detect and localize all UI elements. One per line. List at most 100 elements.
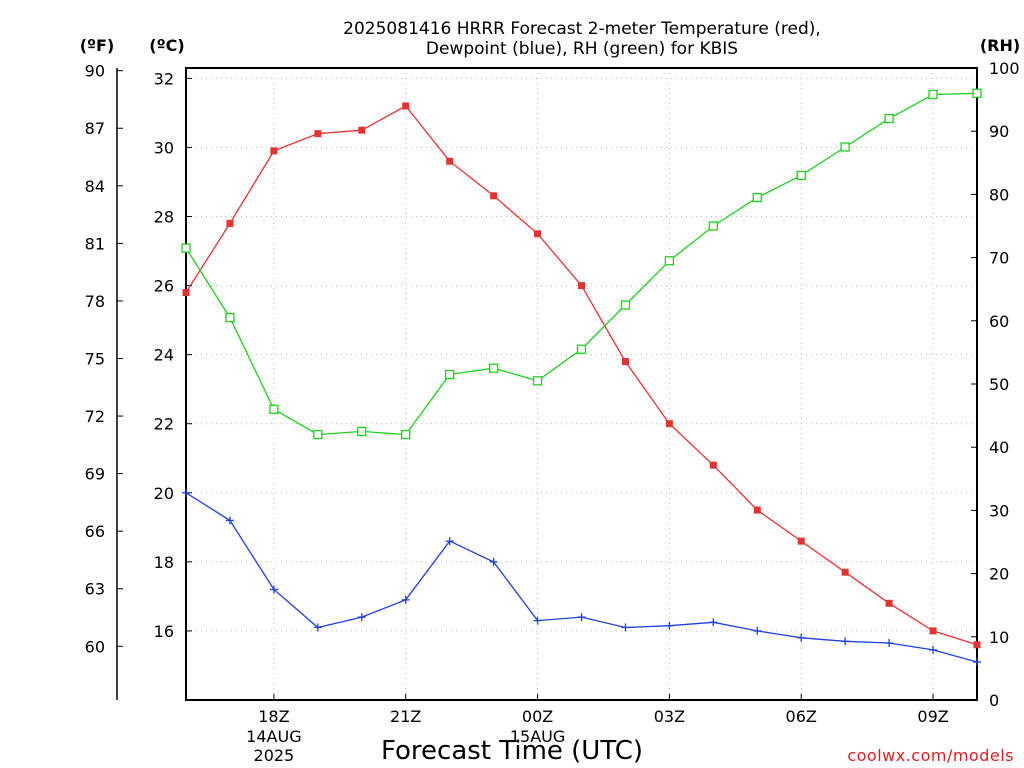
rh-point bbox=[884, 113, 894, 124]
rh-point bbox=[972, 88, 982, 98]
temperature-point bbox=[973, 641, 981, 649]
celsius-tick-label: 32 bbox=[154, 69, 174, 88]
x-tick-year-label: 2025 bbox=[254, 746, 295, 765]
celsius-tick-label: 22 bbox=[154, 415, 174, 434]
temperature-point bbox=[885, 599, 893, 607]
temperature-point bbox=[490, 192, 498, 200]
rh-tick-label: 40 bbox=[989, 438, 1009, 457]
rh-point bbox=[708, 221, 718, 231]
x-tick-label: 18Z bbox=[258, 707, 289, 726]
dewpoint-series bbox=[182, 488, 981, 667]
fahrenheit-tick-label: 60 bbox=[85, 637, 105, 656]
rh-point bbox=[269, 404, 279, 414]
chart-title-line-2: Dewpoint (blue), RH (green) for KBIS bbox=[426, 39, 738, 59]
rh-tick-label: 80 bbox=[989, 185, 1009, 204]
dewpoint-point bbox=[313, 623, 322, 632]
celsius-tick-label: 18 bbox=[154, 553, 174, 572]
temperature-point bbox=[314, 130, 322, 138]
rh-tick-label: 90 bbox=[989, 122, 1009, 141]
celsius-tick-label: 30 bbox=[154, 138, 174, 157]
temperature-point bbox=[402, 102, 410, 110]
temperature-point bbox=[665, 420, 673, 428]
dewpoint-point bbox=[357, 613, 366, 622]
rh-point bbox=[445, 369, 455, 380]
plot-frame bbox=[185, 67, 978, 701]
x-tick-label: 00Z bbox=[522, 707, 553, 726]
x-tick-label: 09Z bbox=[917, 707, 948, 726]
series-layer bbox=[181, 88, 982, 667]
dewpoint-point bbox=[269, 585, 278, 594]
rh-point bbox=[620, 300, 631, 310]
celsius-tick-label: 16 bbox=[154, 622, 174, 641]
chart-title-line-1: 2025081416 HRRR Forecast 2-meter Tempera… bbox=[343, 19, 821, 39]
grid-layer bbox=[186, 68, 977, 700]
rh-point bbox=[401, 429, 411, 440]
rh-tick-label: 0 bbox=[989, 691, 999, 710]
fahrenheit-tick-label: 84 bbox=[85, 177, 105, 196]
temperature-point bbox=[621, 358, 629, 366]
source-credit: coolwx.com/models bbox=[847, 746, 1014, 765]
rh-point bbox=[357, 426, 367, 437]
dewpoint-point bbox=[182, 488, 190, 497]
rh-point bbox=[840, 142, 850, 152]
temperature-point bbox=[534, 230, 542, 238]
rh-tick-label: 50 bbox=[989, 375, 1009, 394]
fahrenheit-tick-label: 87 bbox=[85, 119, 105, 138]
x-axis-title: Forecast Time (UTC) bbox=[381, 736, 643, 766]
temperature-series bbox=[182, 102, 981, 649]
celsius-tick-label: 28 bbox=[154, 208, 174, 227]
temperature-point bbox=[929, 627, 937, 635]
rh-tick-label: 20 bbox=[989, 565, 1009, 584]
temperature-point bbox=[358, 126, 366, 134]
rh-point bbox=[796, 170, 806, 181]
rh-point bbox=[181, 243, 191, 253]
rh-point bbox=[576, 344, 587, 354]
celsius-unit-label: (ºC) bbox=[149, 36, 184, 55]
rh-unit-label: (RH) bbox=[980, 36, 1020, 55]
rh-tick-label: 30 bbox=[989, 501, 1009, 520]
rh-point bbox=[928, 89, 938, 100]
fahrenheit-tick-label: 78 bbox=[85, 292, 105, 311]
fahrenheit-tick-label: 75 bbox=[85, 349, 105, 368]
x-tick-label: 21Z bbox=[390, 707, 421, 726]
dewpoint-line bbox=[185, 492, 978, 663]
fahrenheit-unit-label: (ºF) bbox=[80, 36, 115, 55]
rh-point bbox=[532, 376, 543, 386]
dewpoint-point bbox=[489, 557, 498, 566]
x-tick-label: 06Z bbox=[786, 707, 817, 726]
dewpoint-point bbox=[577, 613, 586, 622]
dewpoint-point bbox=[885, 639, 894, 648]
fahrenheit-tick-label: 81 bbox=[85, 234, 105, 253]
dewpoint-point bbox=[841, 637, 850, 646]
dewpoint-point bbox=[401, 595, 410, 604]
x-tick-date-label: 15AUG bbox=[510, 727, 565, 746]
temperature-point bbox=[841, 568, 849, 576]
rh-point bbox=[664, 256, 675, 266]
temperature-point bbox=[226, 219, 234, 227]
x-tick-date-label: 14AUG bbox=[246, 727, 301, 746]
fahrenheit-tick-label: 72 bbox=[85, 407, 105, 426]
dewpoint-point bbox=[929, 645, 938, 654]
temperature-point bbox=[797, 537, 805, 545]
temperature-point bbox=[709, 461, 717, 469]
dewpoint-point bbox=[797, 633, 806, 642]
rh-point bbox=[752, 192, 762, 203]
dewpoint-point bbox=[973, 658, 981, 667]
rh-tick-label: 60 bbox=[989, 312, 1009, 331]
dewpoint-point bbox=[709, 618, 718, 627]
rh-tick-label: 100 bbox=[989, 59, 1020, 78]
celsius-tick-label: 20 bbox=[154, 484, 174, 503]
dewpoint-point bbox=[621, 623, 630, 632]
fahrenheit-tick-label: 69 bbox=[85, 465, 105, 484]
temperature-point bbox=[270, 147, 278, 155]
rh-tick-label: 10 bbox=[989, 628, 1009, 647]
fahrenheit-tick-label: 66 bbox=[85, 522, 105, 541]
dewpoint-point bbox=[665, 621, 674, 630]
temperature-point bbox=[446, 157, 454, 165]
x-tick-label: 03Z bbox=[654, 707, 685, 726]
rh-line bbox=[185, 92, 978, 436]
axes-layer: 60 63 66 69 72 75 78 81 84 87 90 16 18 20 22 24 26 28 30 32… bbox=[85, 59, 1020, 765]
rh-tick-label: 70 bbox=[989, 249, 1009, 268]
celsius-tick-label: 24 bbox=[154, 346, 174, 365]
fahrenheit-tick-label: 63 bbox=[85, 580, 105, 599]
